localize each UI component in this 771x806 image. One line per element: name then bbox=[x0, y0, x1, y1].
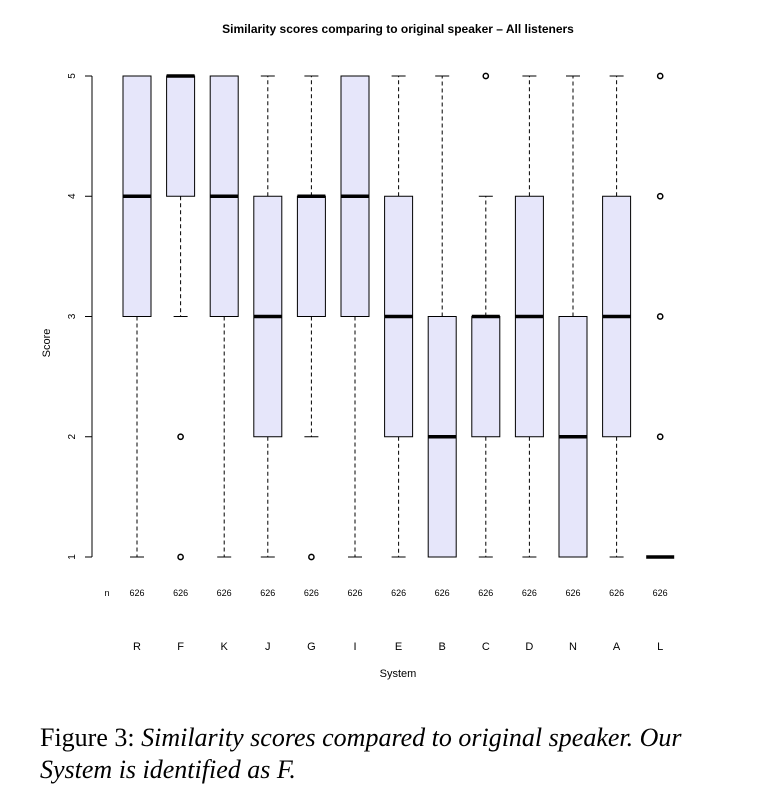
box-A bbox=[602, 75, 632, 558]
x-tick-label: J bbox=[265, 641, 271, 653]
n-count-label: 626 bbox=[260, 588, 275, 598]
x-tick-label: A bbox=[613, 641, 621, 653]
x-tick-label: L bbox=[657, 641, 663, 653]
box-iqr bbox=[296, 195, 326, 317]
x-tick-label: N bbox=[569, 641, 577, 653]
box-iqr bbox=[166, 75, 196, 197]
y-tick-label: 1 bbox=[67, 554, 78, 560]
box-F bbox=[166, 74, 196, 561]
box-G bbox=[296, 75, 326, 561]
y-tick-label: 5 bbox=[67, 73, 78, 79]
box-K bbox=[209, 75, 239, 558]
n-count-label: 626 bbox=[565, 588, 580, 598]
x-tick-label: K bbox=[221, 641, 229, 653]
n-count-label: 626 bbox=[347, 588, 362, 598]
chart-title: Similarity scores comparing to original … bbox=[222, 22, 574, 36]
y-axis-label: Score bbox=[41, 329, 53, 358]
x-tick-label: C bbox=[482, 641, 490, 653]
n-count-label: 626 bbox=[653, 588, 668, 598]
x-tick-label: G bbox=[307, 641, 316, 653]
box-E bbox=[384, 75, 414, 558]
box-B bbox=[427, 75, 457, 558]
n-count-label: 626 bbox=[522, 588, 537, 598]
x-tick-label: F bbox=[177, 641, 184, 653]
n-label: n bbox=[104, 588, 109, 598]
x-tick-label: I bbox=[353, 641, 356, 653]
box-I bbox=[340, 75, 370, 558]
box-C bbox=[471, 72, 501, 558]
outlier-point bbox=[656, 72, 664, 80]
x-axis-label: System bbox=[380, 668, 417, 680]
box-J bbox=[253, 75, 283, 558]
outlier-point bbox=[656, 192, 664, 200]
outlier-point bbox=[482, 72, 490, 80]
n-count-labels: 626 626 626 626 626 626 626 626 626 626 626 626 626 bbox=[129, 588, 667, 598]
x-tick-label: B bbox=[439, 641, 446, 653]
boxplot-chart: Similarity scores comparing to original … bbox=[41, 22, 675, 680]
x-tick-label: E bbox=[395, 641, 402, 653]
y-axis-ticks: 1 2 3 4 5 bbox=[67, 73, 92, 560]
x-tick-label: D bbox=[525, 641, 533, 653]
y-tick-label: 4 bbox=[67, 193, 78, 199]
box-L bbox=[646, 72, 675, 559]
outlier-point bbox=[177, 433, 184, 441]
n-count-label: 626 bbox=[173, 588, 188, 598]
n-count-label: 626 bbox=[129, 588, 144, 598]
outlier-point bbox=[308, 553, 315, 561]
box-R bbox=[122, 75, 152, 558]
outlier-point bbox=[177, 553, 184, 561]
n-count-label: 626 bbox=[478, 588, 493, 598]
n-count-label: 626 bbox=[435, 588, 450, 598]
y-tick-label: 2 bbox=[67, 434, 78, 440]
n-count-label: 626 bbox=[609, 588, 624, 598]
boxes-group bbox=[122, 72, 675, 561]
y-tick-label: 3 bbox=[67, 313, 78, 319]
n-count-label: 626 bbox=[217, 588, 232, 598]
box-D bbox=[514, 75, 544, 558]
n-count-label: 626 bbox=[304, 588, 319, 598]
box-N bbox=[558, 75, 588, 558]
figure-caption: Figure 3: Similarity scores compared to … bbox=[40, 722, 740, 786]
outlier-point bbox=[656, 313, 664, 320]
caption-label: Figure 3: bbox=[40, 723, 135, 752]
outlier-point bbox=[656, 433, 664, 441]
caption-text: Similarity scores compared to original s… bbox=[40, 723, 682, 784]
n-count-label: 626 bbox=[391, 588, 406, 598]
box-iqr bbox=[471, 316, 501, 438]
x-tick-label: R bbox=[133, 641, 141, 653]
